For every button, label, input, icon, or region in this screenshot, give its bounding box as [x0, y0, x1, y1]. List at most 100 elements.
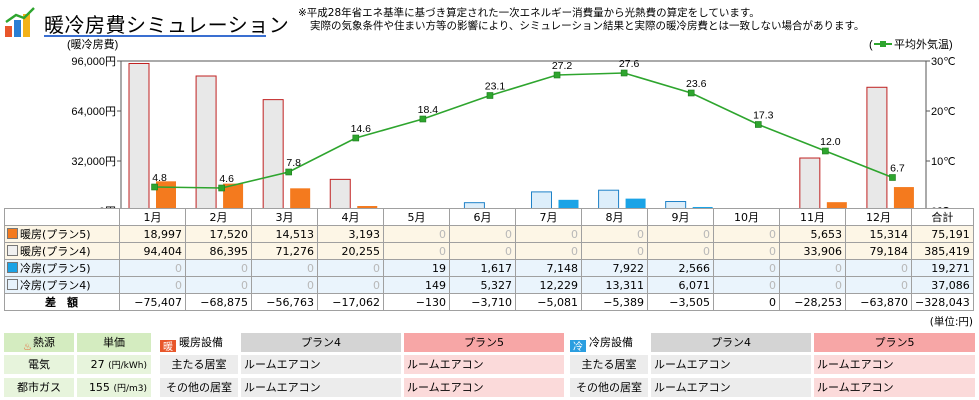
row-label: 暖房(プラン5) [4, 225, 120, 243]
bar-cooling-plan5 [625, 198, 646, 211]
table-cell: 14,513 [251, 225, 318, 243]
bar-heating-plan4 [866, 86, 888, 212]
table-cell: 12,229 [515, 276, 582, 294]
temperature-label: 18.4 [418, 104, 439, 116]
table-cell: 0 [515, 225, 582, 243]
cooling-main-room-plan4: ルームエアコン [651, 355, 811, 374]
cooling-icon: 冷 [570, 340, 586, 352]
temperature-label: 23.1 [485, 81, 506, 93]
table-cell: 7,148 [515, 259, 582, 277]
row-label-text: 冷房(プラン4) [20, 279, 91, 292]
cooling-equipment-header: 冷冷房設備 [570, 333, 648, 352]
temperature-point [352, 134, 360, 142]
diff-cell: −63,870 [845, 293, 912, 311]
row-label: 暖房(プラン4) [4, 242, 120, 260]
table-cell: 2,566 [647, 259, 714, 277]
bar-heating-plan5 [156, 181, 176, 211]
table-cell: 0 [383, 242, 450, 260]
table-row: 冷房(プラン4) 0 0 0 0 149 5,327 12,229 13,311 6,071 0 0 0… [4, 276, 974, 294]
diff-cell: −3,710 [449, 293, 516, 311]
legend-paren-open: ( [869, 39, 873, 51]
table-cell: 0 [713, 276, 780, 294]
legend-label: 平均外気温) [894, 37, 953, 51]
heating-main-room-label: 主たる居室 [160, 355, 238, 374]
y-tick-label: 96,000円 [71, 56, 116, 68]
heating-equipment-header: 暖暖房設備 [160, 333, 238, 352]
bar-heating-plan4 [329, 178, 351, 212]
heating-main-room-plan4: ルームエアコン [241, 355, 401, 374]
table-cell: 18,997 [119, 225, 186, 243]
series-swatch [7, 245, 18, 256]
bar-heating-plan4 [262, 99, 284, 212]
temperature-point [687, 89, 695, 97]
table-cell: 0 [449, 225, 516, 243]
table-cell: 0 [713, 242, 780, 260]
temperature-label: 27.2 [552, 60, 573, 72]
cooling-main-room-plan5: ルームエアコン [814, 355, 975, 374]
cooling-main-room-label: 主たる居室 [570, 355, 648, 374]
y2-tick-label: 30℃ [931, 56, 956, 68]
temperature-label: 27.6 [619, 58, 640, 70]
diff-row: 差 額 −75,407 −68,875 −56,763 −17,062 −130 −3,71… [4, 293, 974, 311]
month-header: 1月 [119, 208, 186, 226]
unit-note: (単位:円) [929, 316, 973, 328]
y2-tick-label: 10℃ [931, 156, 956, 168]
table-row: 暖房(プラン5) 18,997 17,520 14,513 3,193 0 0 0 0 0 0 5,6… [4, 225, 974, 243]
temperature-label: 14.6 [351, 123, 372, 135]
bar-heating-plan5 [223, 183, 244, 211]
table-cell: 7,922 [581, 259, 648, 277]
diff-total: −328,043 [911, 293, 974, 311]
disclaimer-line-2: 実際の気象条件や住まい方等の影響により、シミュレーション結果と実際の暖冷房費とは… [310, 20, 865, 32]
cooling-plan5-header: プラン5 [814, 333, 975, 352]
table-cell: 33,906 [779, 242, 846, 260]
month-header: 12月 [845, 208, 912, 226]
temperature-line [154, 72, 893, 189]
table-cell: 86,395 [185, 242, 252, 260]
temperature-point [553, 71, 561, 79]
month-header: 9月 [647, 208, 714, 226]
table-cell: 0 [779, 276, 846, 294]
y2-tick-label: 20℃ [931, 106, 956, 118]
table-cell: 0 [251, 259, 318, 277]
table-cell: 0 [581, 225, 648, 243]
bar-heating-plan4 [128, 62, 150, 212]
table-cell: 0 [317, 276, 384, 294]
month-header: 5月 [383, 208, 450, 226]
table-cell: 0 [185, 276, 252, 294]
temperature-label: 7.8 [286, 157, 301, 169]
month-header: 2月 [185, 208, 252, 226]
unit-price-header: 単価 [77, 333, 151, 352]
disclaimer-line-1: ※平成28年省エネ基準に基づき算定された一次エネルギー消費量から光熱費の算定をし… [298, 7, 760, 19]
row-label: 冷房(プラン5) [4, 259, 120, 277]
month-header: 11月 [779, 208, 846, 226]
row-total: 385,419 [911, 242, 974, 260]
temperature-point [285, 168, 293, 176]
temperature-point [754, 121, 762, 128]
table-cell: 0 [779, 259, 846, 277]
temperature-point [151, 183, 158, 191]
table-header-row: 1月 2月 3月 4月 5月 6月 7月 8月 9月 10月 11月 12月 合計 [4, 208, 974, 226]
temperature-label: 6.7 [890, 163, 905, 175]
month-header: 3月 [251, 208, 318, 226]
heating-other-room-label: その他の居室 [160, 378, 238, 397]
table-corner [4, 208, 120, 226]
row-total: 19,271 [911, 259, 974, 277]
table-cell: 6,071 [647, 276, 714, 294]
table-cell: 0 [383, 225, 450, 243]
diff-cell: −5,389 [581, 293, 648, 311]
table-cell: 0 [515, 242, 582, 260]
disclaimer-notes: ※平成28年省エネ基準に基づき算定された一次エネルギー消費量から光熱費の算定をし… [298, 7, 864, 33]
legend-marker [880, 41, 886, 47]
energy-gas-label: 都市ガス [4, 378, 74, 397]
month-header: 4月 [317, 208, 384, 226]
monthly-cost-table: 1月 2月 3月 4月 5月 6月 7月 8月 9月 10月 11月 12月 合計 暖房(プラン5) 18,… [4, 208, 974, 311]
row-label-text: 冷房(プラン5) [20, 262, 91, 275]
table-cell: 15,314 [845, 225, 912, 243]
table-cell: 0 [713, 259, 780, 277]
temperature-label: 4.6 [219, 173, 234, 185]
app-logo-icon [5, 7, 35, 37]
bar-heating-plan5 [826, 202, 847, 211]
table-cell: 94,404 [119, 242, 186, 260]
row-label: 冷房(プラン4) [4, 276, 120, 294]
temperature-point [620, 69, 628, 77]
